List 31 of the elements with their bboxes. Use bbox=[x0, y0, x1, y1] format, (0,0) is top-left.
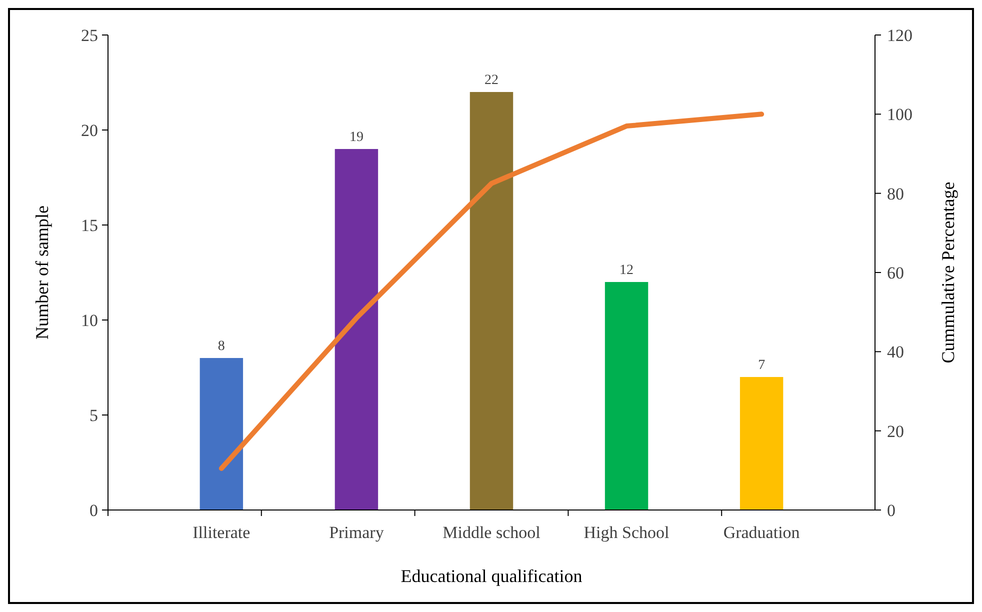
y2-tick-label: 80 bbox=[887, 184, 904, 204]
x-tick-label: Primary bbox=[329, 523, 384, 542]
y2-tick-label: 40 bbox=[887, 342, 904, 362]
bar bbox=[740, 377, 784, 510]
y-tick-label: 25 bbox=[81, 26, 98, 45]
data-label: 8 bbox=[218, 339, 225, 354]
data-label: 7 bbox=[758, 358, 766, 373]
data-label: 12 bbox=[620, 263, 634, 278]
bar bbox=[470, 92, 514, 510]
y2-tick-label: 60 bbox=[887, 263, 904, 282]
y2-tick-label: 20 bbox=[887, 422, 904, 441]
x-tick-label: Middle school bbox=[442, 523, 541, 542]
y-tick-label: 15 bbox=[81, 216, 98, 235]
bar bbox=[604, 282, 648, 510]
data-label: 22 bbox=[484, 73, 498, 88]
bar bbox=[334, 149, 378, 510]
y2-tick-label: 0 bbox=[887, 500, 896, 520]
x-axis-title: Educational qualification bbox=[400, 566, 582, 586]
y-axis-title: Number of sample bbox=[32, 206, 52, 340]
y-tick-label: 20 bbox=[81, 120, 98, 140]
y-tick-label: 5 bbox=[90, 406, 98, 425]
x-tick-label: Graduation bbox=[723, 523, 800, 542]
y-tick-label: 0 bbox=[90, 500, 98, 520]
y2-tick-label: 100 bbox=[887, 105, 912, 124]
bar bbox=[200, 358, 244, 510]
y2-axis-title: Cummulative Percentage bbox=[938, 182, 958, 364]
y2-tick-label: 120 bbox=[887, 26, 912, 45]
x-tick-label: High School bbox=[584, 523, 670, 542]
x-tick-label: Illiterate bbox=[192, 523, 250, 542]
data-label: 19 bbox=[349, 130, 364, 145]
y-tick-label: 10 bbox=[81, 310, 98, 330]
